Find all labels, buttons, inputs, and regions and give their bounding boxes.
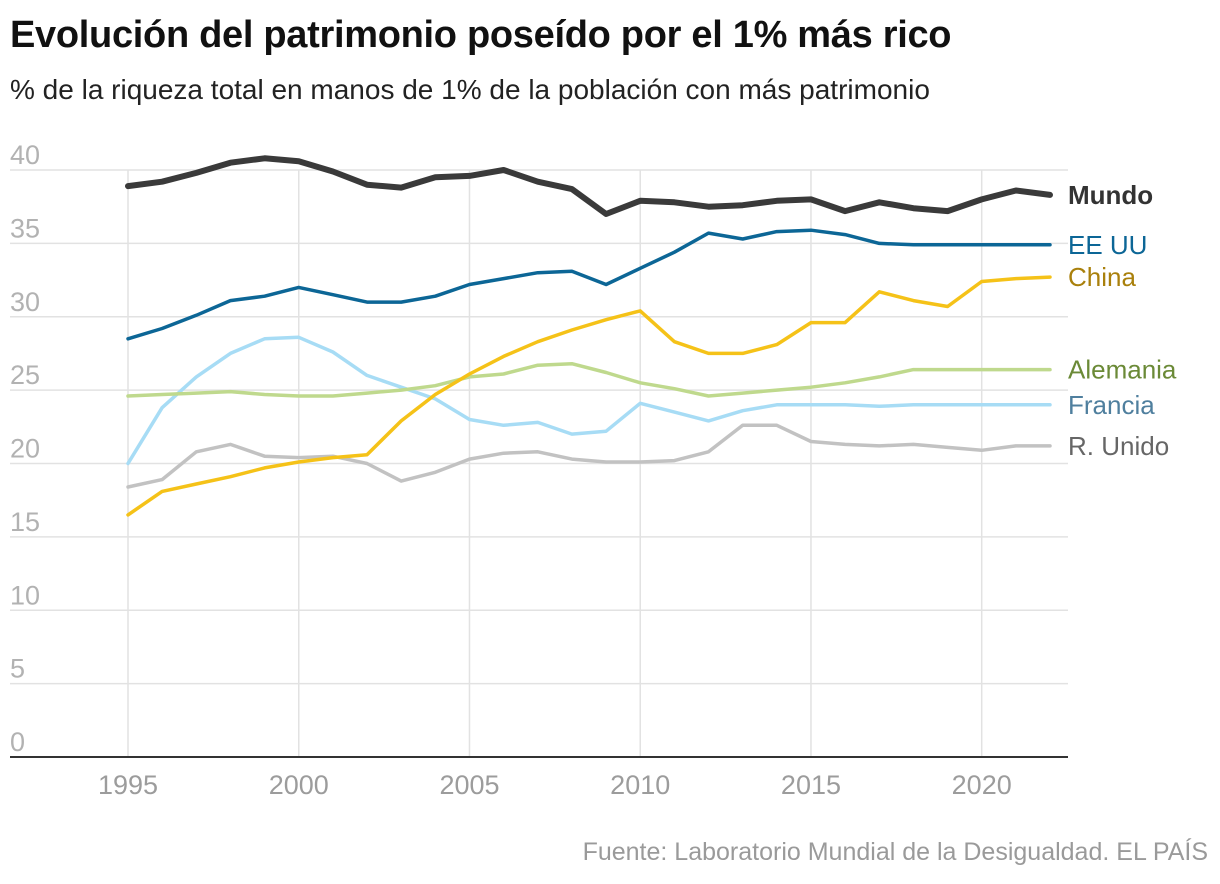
series-label-francia: Francia [1068, 390, 1155, 420]
brand-name: EL PAÍS [1116, 838, 1208, 866]
y-tick-label: 30 [10, 287, 40, 317]
y-axis-ticks: 0 5 10 15 20 25 30 35 40 [10, 140, 40, 757]
chart-title: Evolución del patrimonio poseído por el … [10, 14, 952, 56]
series-line-ee-uu [126, 228, 1052, 341]
gridlines [10, 169, 1068, 757]
series-line-china [126, 275, 1052, 517]
x-tick-label: 2020 [952, 770, 1012, 800]
y-tick-label: 40 [10, 140, 40, 170]
series-label-china: China [1068, 262, 1136, 292]
y-tick-label: 35 [10, 213, 40, 243]
series-line-alemania [126, 361, 1052, 398]
series-label-mundo: Mundo [1068, 180, 1153, 210]
x-axis: 1995 2000 2005 2010 2015 2020 [10, 756, 1068, 800]
y-tick-label: 20 [10, 434, 40, 464]
chart-subtitle: % de la riqueza total en manos de 1% de … [10, 74, 930, 105]
y-tick-label: 10 [10, 580, 40, 610]
source-separator: . [1102, 838, 1110, 866]
series-line-mundo [125, 155, 1053, 217]
y-tick-label: 15 [10, 507, 40, 537]
y-tick-label: 0 [10, 727, 25, 757]
source-text: Fuente: Laboratorio Mundial de la Desigu… [582, 838, 1103, 866]
series-line-r-unido [126, 423, 1052, 489]
source-footer: Fuente: Laboratorio Mundial de la Desigu… [583, 838, 1208, 867]
y-tick-label: 5 [10, 654, 25, 684]
y-tick-label: 25 [10, 360, 40, 390]
x-tick-label: 2010 [610, 770, 670, 800]
series-lines [125, 155, 1053, 517]
series-label-alemania: Alemania [1068, 355, 1177, 385]
series-label-ee-uu: EE UU [1068, 230, 1147, 260]
x-tick-label: 1995 [98, 770, 158, 800]
x-tick-label: 2015 [781, 770, 841, 800]
series-label-r-unido: R. Unido [1068, 431, 1169, 461]
x-tick-label: 2005 [439, 770, 499, 800]
series-line-francia [126, 335, 1052, 466]
x-tick-label: 2000 [269, 770, 329, 800]
